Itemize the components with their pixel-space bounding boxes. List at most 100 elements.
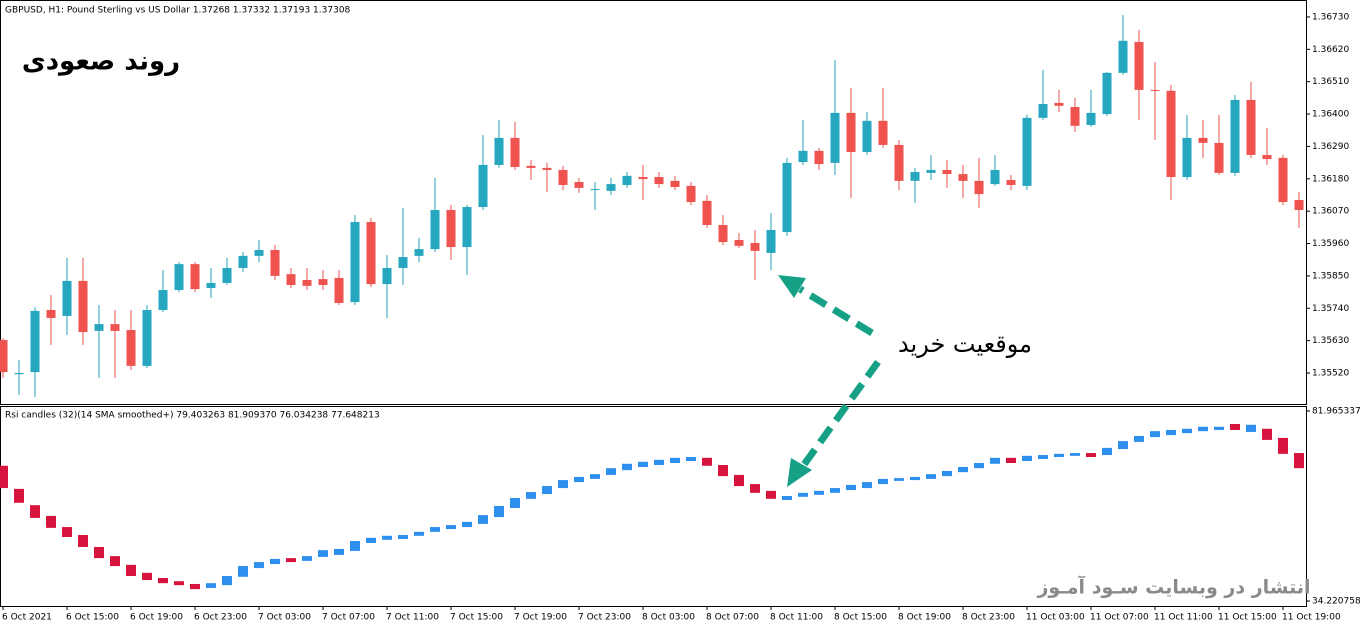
candle-body — [1182, 137, 1192, 178]
arrow-head — [778, 275, 806, 298]
candle-body — [142, 310, 152, 366]
candle-body — [958, 174, 968, 181]
candle-body — [1054, 102, 1064, 106]
candle-body — [1102, 447, 1112, 456]
watermark: انتشار در وبسایت سـود آمـوز — [1036, 575, 1310, 599]
candle-body — [14, 488, 24, 503]
y-tick-label: 1.35520 — [1312, 368, 1349, 378]
candle-body — [302, 556, 312, 561]
candle-body — [1262, 428, 1272, 440]
candle-body — [62, 527, 72, 538]
candle-body — [94, 324, 104, 331]
candle-body — [1214, 426, 1224, 430]
candle-body — [398, 257, 408, 268]
x-tick-label: 7 Oct 23:00 — [578, 613, 631, 623]
candle-body — [1006, 457, 1016, 463]
candle-body — [1054, 453, 1064, 458]
candle-body — [1070, 453, 1080, 456]
candle-body — [414, 249, 424, 256]
candle-body — [750, 484, 760, 493]
candle-body — [190, 264, 200, 290]
candle-body — [894, 478, 904, 481]
candle-body — [14, 372, 24, 375]
candle-body — [750, 242, 760, 251]
candle-body — [654, 459, 664, 465]
candle-body — [334, 277, 344, 303]
price-panel-frame — [0, 0, 1307, 405]
candle-body — [254, 249, 264, 256]
candle-body — [1278, 157, 1288, 203]
candle-body — [222, 267, 232, 283]
candle-body — [1182, 428, 1192, 434]
rsi-panel-frame — [0, 406, 1307, 607]
y-tick-label: 1.35960 — [1312, 239, 1349, 249]
candle-body — [510, 137, 520, 168]
candle-body — [414, 531, 424, 536]
candle-body — [158, 578, 168, 584]
candle-body — [558, 169, 568, 185]
x-tick-label: 7 Oct 07:00 — [322, 613, 375, 623]
candle-body — [1006, 179, 1016, 185]
x-tick-label: 7 Oct 19:00 — [514, 613, 567, 623]
x-tick-label: 6 Oct 19:00 — [130, 613, 183, 623]
candle-body — [782, 162, 792, 233]
candle-body — [1246, 99, 1256, 155]
candle-body — [974, 462, 984, 469]
candle-body — [990, 169, 1000, 185]
candle-body — [110, 556, 120, 567]
y-tick-label: 1.36730 — [1312, 12, 1349, 22]
candle-body — [670, 180, 680, 188]
x-tick-label: 6 Oct 15:00 — [66, 613, 119, 623]
candle-body — [30, 505, 40, 518]
candle-body — [830, 488, 840, 493]
candle-body — [862, 482, 872, 489]
candle-body — [238, 566, 248, 577]
trend-annotation: روند صعودی — [22, 47, 180, 77]
candle-body — [174, 581, 184, 586]
candle-body — [814, 490, 824, 495]
candle-body — [462, 521, 472, 528]
candle-body — [494, 505, 504, 518]
candle-body — [942, 169, 952, 175]
y-tick-label: 1.35630 — [1312, 336, 1349, 346]
candle-body — [366, 537, 376, 543]
candle-body — [158, 290, 168, 311]
candle-body — [862, 120, 872, 153]
candle-body — [622, 463, 632, 471]
candle-body — [670, 457, 680, 463]
candle-body — [430, 209, 440, 250]
candle-body — [1134, 435, 1144, 442]
candle-body — [1214, 142, 1224, 173]
x-tick-label: 8 Oct 11:00 — [770, 613, 823, 623]
candle-body — [846, 484, 856, 491]
candle-body — [910, 476, 920, 481]
candle-body — [510, 498, 520, 508]
candle-body — [46, 310, 56, 318]
candle-body — [718, 464, 728, 477]
candle-body — [1262, 154, 1272, 160]
candle-body — [798, 492, 808, 497]
x-tick-label: 11 Oct 07:00 — [1090, 613, 1149, 623]
candle-body — [878, 120, 888, 145]
candle-body — [734, 474, 744, 487]
candle-body — [1198, 137, 1208, 143]
candle-body — [1166, 429, 1176, 436]
candle-body — [638, 177, 648, 180]
candle-body — [350, 540, 360, 551]
candle-body — [590, 474, 600, 479]
x-tick-label: 6 Oct 2021 — [2, 613, 52, 623]
candle-body — [1022, 455, 1032, 462]
candle-body — [30, 310, 40, 373]
candle-body — [238, 255, 248, 268]
candle-body — [1086, 112, 1096, 125]
candle-body — [942, 470, 952, 477]
candle-body — [622, 175, 632, 185]
candle-body — [1118, 441, 1128, 450]
candle-body — [686, 185, 696, 203]
x-tick-label: 8 Oct 07:00 — [706, 613, 759, 623]
candle-body — [910, 172, 920, 181]
candle-body — [174, 264, 184, 291]
candle-body — [990, 457, 1000, 464]
candle-body — [62, 280, 72, 316]
candle-body — [830, 112, 840, 163]
